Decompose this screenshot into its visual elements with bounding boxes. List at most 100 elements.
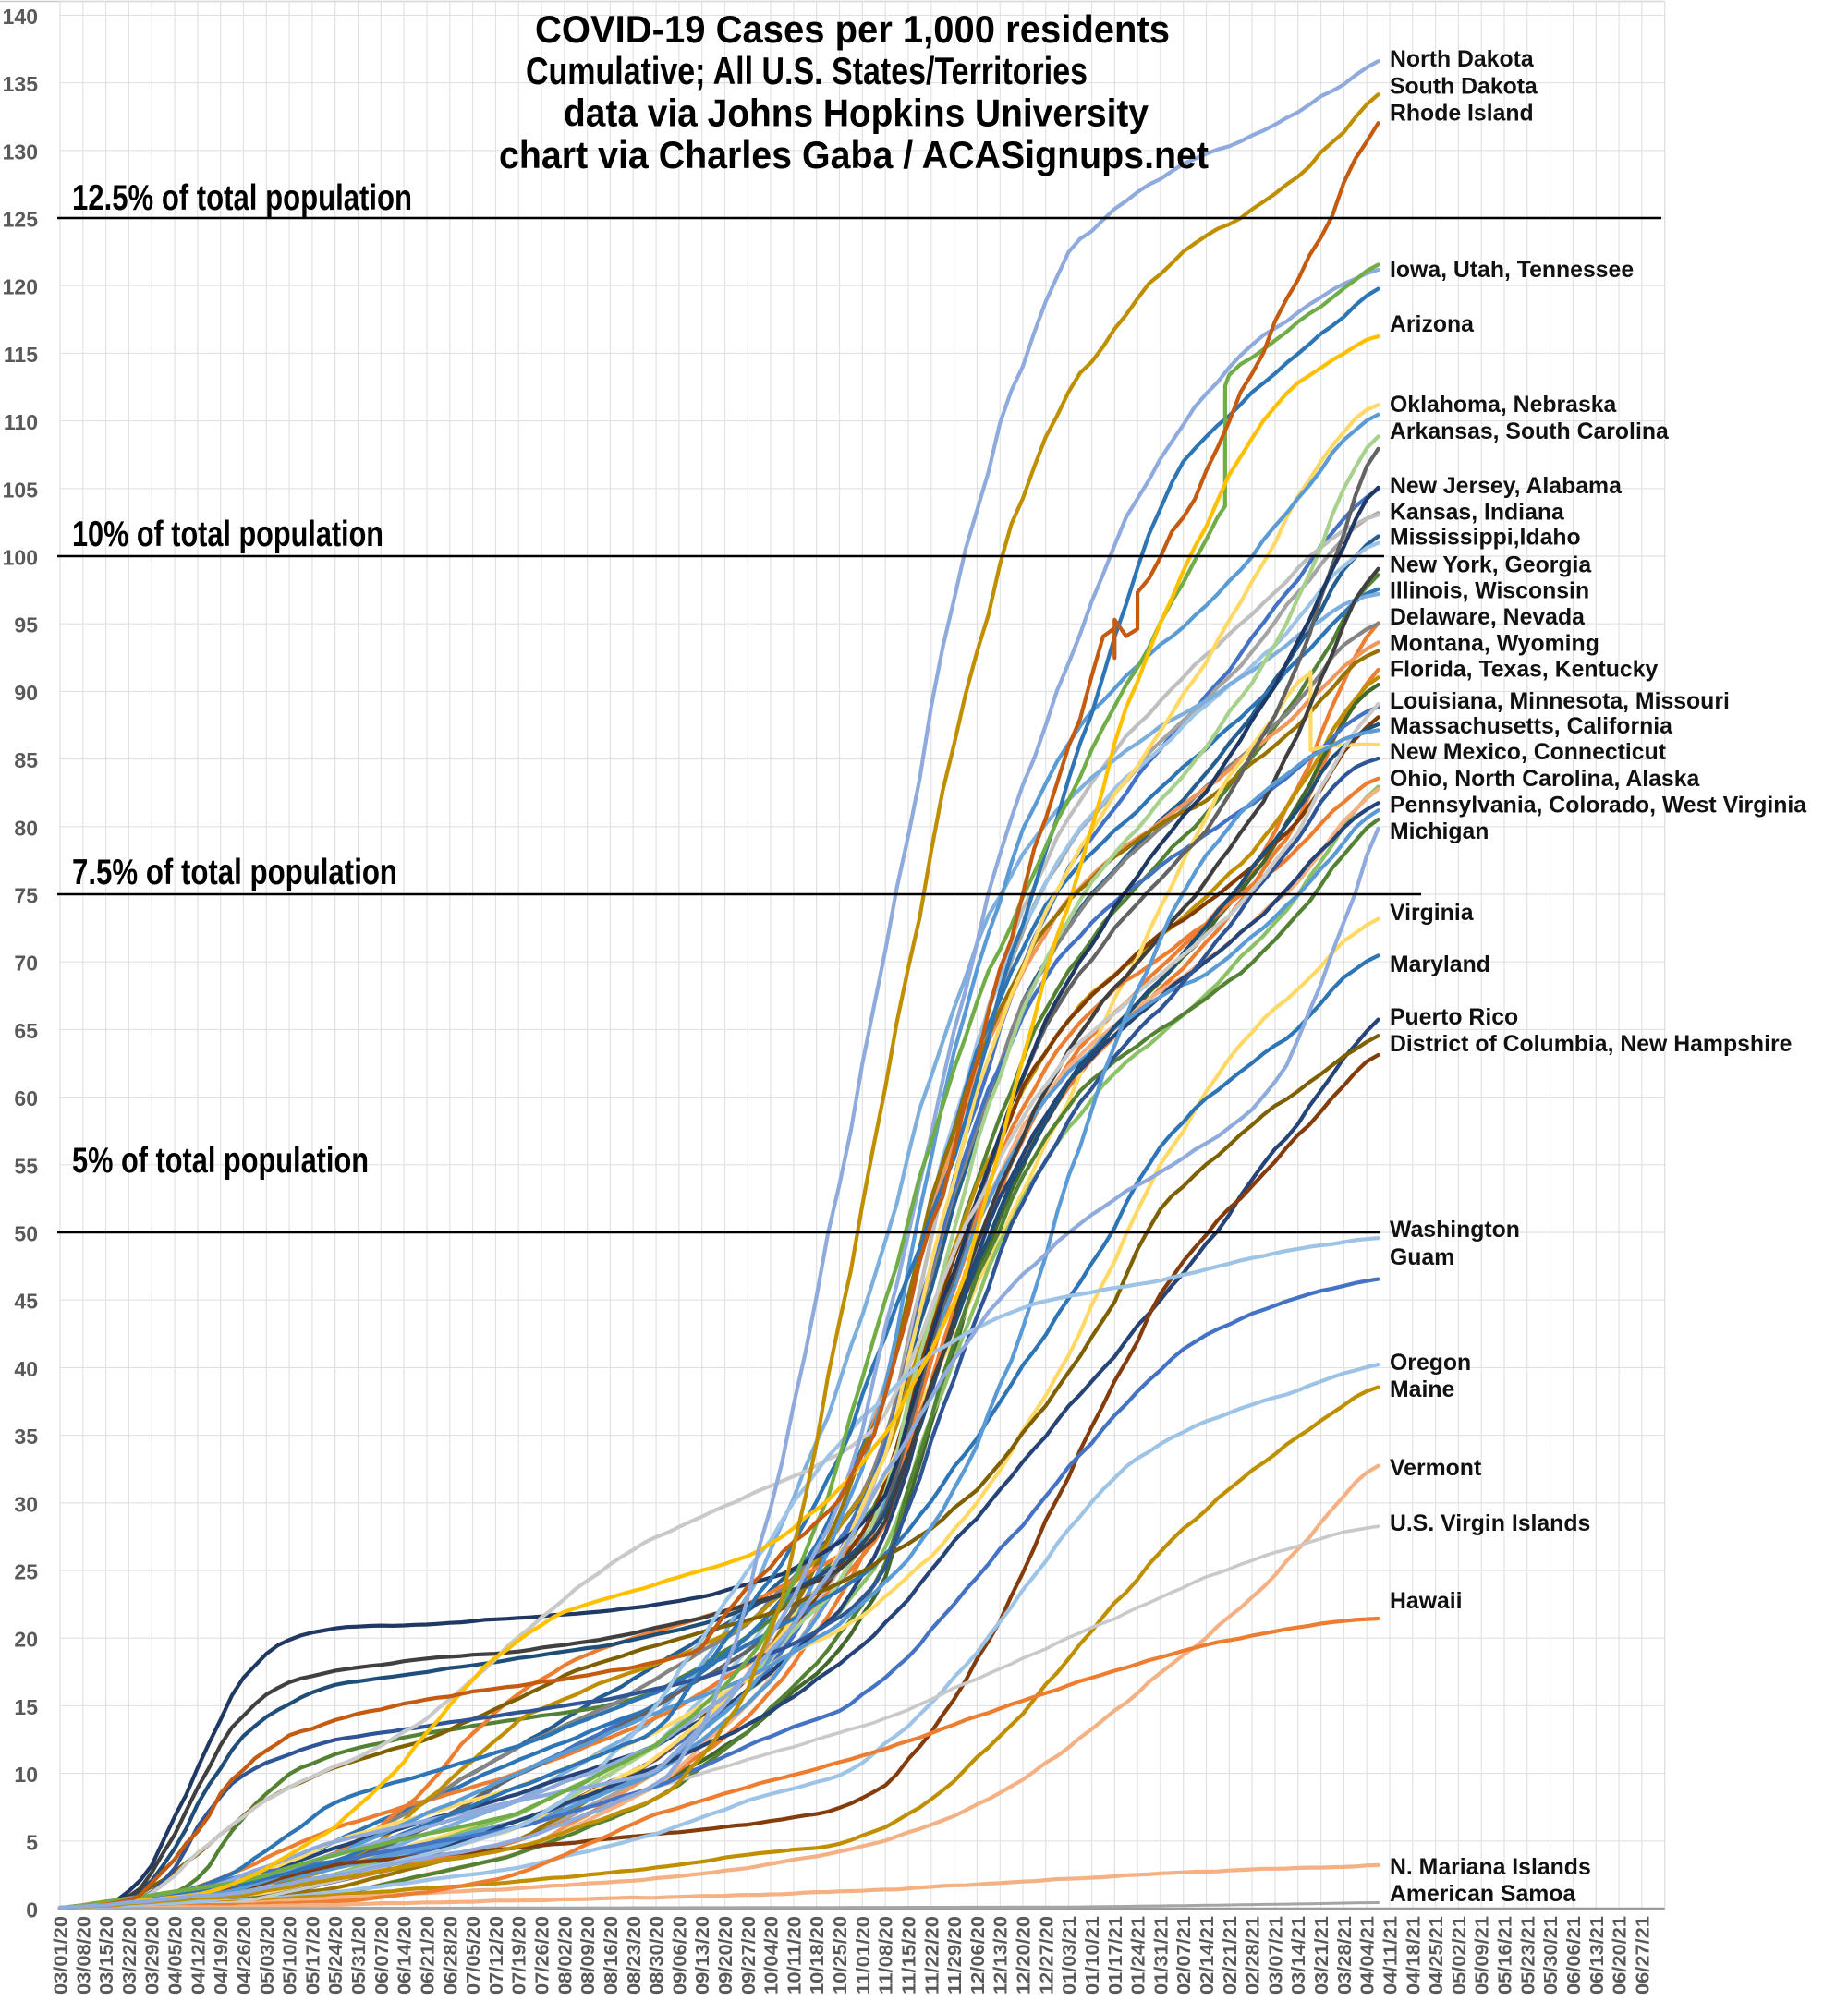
svg-text:04/19/20: 04/19/20 xyxy=(211,1916,232,1995)
svg-text:125: 125 xyxy=(3,208,39,232)
svg-text:Oregon: Oregon xyxy=(1390,1351,1471,1376)
svg-text:South Dakota: South Dakota xyxy=(1390,75,1538,100)
svg-text:01/10/21: 01/10/21 xyxy=(1082,1916,1103,1995)
svg-text:06/07/20: 06/07/20 xyxy=(371,1916,393,1995)
svg-text:130: 130 xyxy=(3,139,38,164)
svg-text:06/14/20: 06/14/20 xyxy=(395,1916,416,1995)
svg-text:35: 35 xyxy=(14,1425,38,1449)
svg-text:04/05/20: 04/05/20 xyxy=(165,1916,187,1995)
svg-text:03/21/21: 03/21/21 xyxy=(1311,1916,1332,1995)
svg-text:Guam: Guam xyxy=(1390,1245,1454,1270)
svg-text:08/02/20: 08/02/20 xyxy=(554,1916,576,1995)
svg-text:Montana, Wyoming: Montana, Wyoming xyxy=(1390,632,1599,657)
svg-text:06/13/21: 06/13/21 xyxy=(1587,1916,1608,1995)
svg-text:03/15/20: 03/15/20 xyxy=(96,1916,117,1995)
svg-text:06/06/21: 06/06/21 xyxy=(1563,1916,1585,1995)
svg-text:30: 30 xyxy=(14,1492,38,1516)
svg-text:08/16/20: 08/16/20 xyxy=(601,1916,622,1995)
svg-text:110: 110 xyxy=(4,410,38,434)
svg-text:135: 135 xyxy=(3,72,39,96)
svg-text:25: 25 xyxy=(14,1560,38,1584)
svg-text:07/26/20: 07/26/20 xyxy=(532,1916,553,1995)
svg-text:11/29/20: 11/29/20 xyxy=(944,1916,966,1995)
svg-text:05/17/20: 05/17/20 xyxy=(302,1916,323,1995)
svg-text:Mississippi,Idaho: Mississippi,Idaho xyxy=(1390,526,1581,551)
svg-text:10/25/20: 10/25/20 xyxy=(830,1916,851,1995)
svg-text:04/12/20: 04/12/20 xyxy=(188,1916,209,1995)
svg-text:Maine: Maine xyxy=(1390,1377,1454,1402)
svg-text:12/13/20: 12/13/20 xyxy=(991,1916,1012,1995)
svg-text:95: 95 xyxy=(14,613,38,637)
svg-text:10/18/20: 10/18/20 xyxy=(807,1916,828,1995)
svg-text:11/08/20: 11/08/20 xyxy=(876,1916,897,1995)
svg-text:08/30/20: 08/30/20 xyxy=(647,1916,668,1995)
svg-text:Kansas, Indiana: Kansas, Indiana xyxy=(1390,501,1564,526)
svg-text:N. Mariana Islands: N. Mariana Islands xyxy=(1390,1855,1591,1880)
svg-text:07/05/20: 07/05/20 xyxy=(463,1916,484,1995)
svg-text:115: 115 xyxy=(4,343,38,367)
svg-text:04/18/21: 04/18/21 xyxy=(1403,1916,1424,1995)
svg-text:Vermont: Vermont xyxy=(1390,1456,1481,1481)
svg-text:Puerto Rico: Puerto Rico xyxy=(1390,1005,1518,1030)
svg-text:06/28/20: 06/28/20 xyxy=(440,1916,461,1995)
svg-text:New Mexico, Connecticut: New Mexico, Connecticut xyxy=(1390,740,1666,765)
svg-text:85: 85 xyxy=(14,748,38,772)
svg-text:Oklahoma, Nebraska: Oklahoma, Nebraska xyxy=(1390,393,1617,418)
svg-text:03/01/20: 03/01/20 xyxy=(51,1916,72,1995)
svg-text:120: 120 xyxy=(3,275,38,299)
svg-text:140: 140 xyxy=(3,5,38,29)
svg-text:05/09/21: 05/09/21 xyxy=(1472,1916,1493,1995)
svg-text:55: 55 xyxy=(14,1154,38,1178)
svg-text:10/11/20: 10/11/20 xyxy=(784,1916,805,1995)
svg-text:Illinois, Wisconsin: Illinois, Wisconsin xyxy=(1390,579,1589,604)
svg-text:100: 100 xyxy=(3,546,38,570)
svg-text:02/21/21: 02/21/21 xyxy=(1220,1916,1241,1995)
svg-text:12/20/20: 12/20/20 xyxy=(1014,1916,1035,1995)
svg-text:10: 10 xyxy=(14,1763,38,1787)
svg-text:04/26/20: 04/26/20 xyxy=(234,1916,255,1995)
svg-text:08/23/20: 08/23/20 xyxy=(624,1916,645,1995)
svg-text:data via Johns Hopkins Univers: data via Johns Hopkins University xyxy=(564,91,1149,135)
svg-text:Delaware, Nevada: Delaware, Nevada xyxy=(1390,605,1585,630)
svg-text:U.S. Virgin Islands: U.S. Virgin Islands xyxy=(1390,1511,1590,1536)
svg-text:Pennsylvania, Colorado, West V: Pennsylvania, Colorado, West Virginia xyxy=(1390,794,1806,819)
svg-text:02/28/21: 02/28/21 xyxy=(1243,1916,1264,1995)
svg-text:Ohio, North Carolina, Alaska: Ohio, North Carolina, Alaska xyxy=(1390,767,1699,792)
svg-text:03/07/21: 03/07/21 xyxy=(1265,1916,1286,1995)
svg-text:Cumulative; All U.S. States/Te: Cumulative; All U.S. States/Territories xyxy=(526,49,1088,92)
svg-text:03/29/20: 03/29/20 xyxy=(142,1916,164,1995)
svg-text:03/14/21: 03/14/21 xyxy=(1288,1916,1309,1995)
svg-text:04/25/21: 04/25/21 xyxy=(1426,1916,1447,1995)
svg-text:05/30/21: 05/30/21 xyxy=(1540,1916,1562,1995)
svg-text:Louisiana, Minnesota, Missouri: Louisiana, Minnesota, Missouri xyxy=(1390,689,1730,714)
svg-text:10/04/20: 10/04/20 xyxy=(761,1916,783,1995)
svg-text:0: 0 xyxy=(26,1898,38,1922)
svg-text:90: 90 xyxy=(14,681,38,705)
svg-text:02/14/21: 02/14/21 xyxy=(1197,1916,1218,1995)
svg-text:09/06/20: 09/06/20 xyxy=(669,1916,690,1995)
svg-text:Rhode Island: Rhode Island xyxy=(1390,102,1534,127)
svg-text:01/24/21: 01/24/21 xyxy=(1128,1916,1149,1995)
svg-text:08/09/20: 08/09/20 xyxy=(578,1916,599,1995)
svg-text:05/03/20: 05/03/20 xyxy=(257,1916,278,1995)
svg-text:105: 105 xyxy=(3,478,39,502)
svg-text:04/04/21: 04/04/21 xyxy=(1357,1916,1379,1995)
svg-text:15: 15 xyxy=(14,1695,38,1719)
svg-text:11/15/20: 11/15/20 xyxy=(899,1916,920,1995)
svg-text:COVID-19 Cases per 1,000 resid: COVID-19 Cases per 1,000 residents xyxy=(535,7,1170,51)
svg-text:North Dakota: North Dakota xyxy=(1390,47,1534,72)
svg-text:Washington: Washington xyxy=(1390,1218,1520,1243)
svg-text:01/31/21: 01/31/21 xyxy=(1150,1916,1172,1995)
svg-text:09/13/20: 09/13/20 xyxy=(692,1916,713,1995)
svg-text:45: 45 xyxy=(14,1290,38,1314)
svg-text:7.5% of total population: 7.5% of total population xyxy=(72,853,397,892)
svg-text:Maryland: Maryland xyxy=(1390,952,1490,977)
svg-text:05/24/20: 05/24/20 xyxy=(325,1916,346,1995)
svg-text:11/22/20: 11/22/20 xyxy=(921,1916,942,1995)
svg-text:60: 60 xyxy=(14,1086,38,1110)
svg-text:01/17/21: 01/17/21 xyxy=(1105,1916,1126,1995)
svg-text:05/10/20: 05/10/20 xyxy=(280,1916,301,1995)
svg-text:Arizona: Arizona xyxy=(1390,312,1474,337)
svg-text:06/20/21: 06/20/21 xyxy=(1610,1916,1631,1995)
svg-text:chart via Charles Gaba / ACASi: chart via Charles Gaba / ACASignups.net xyxy=(499,133,1209,176)
